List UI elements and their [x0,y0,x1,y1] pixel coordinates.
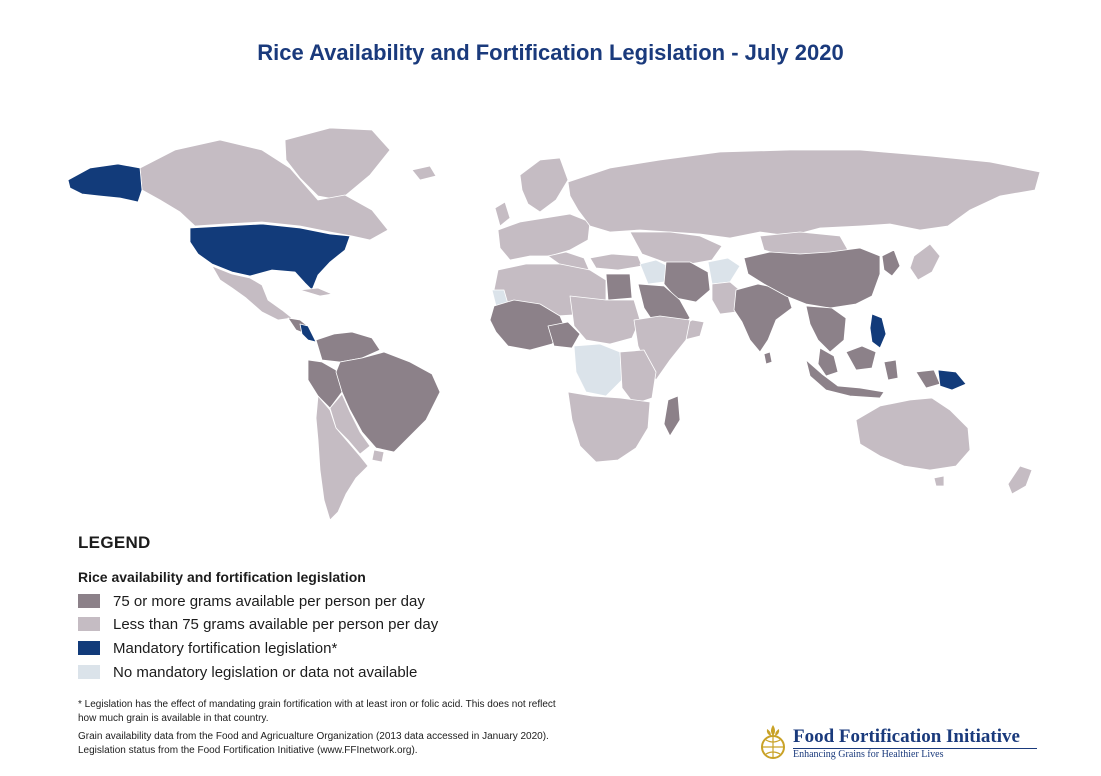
region-malaysia [817,347,839,377]
legend-heading: LEGEND [78,533,151,552]
map-title: Rice Availability and Fortification Legi… [257,40,844,65]
logo-divider [793,748,1037,749]
footnote-line-2: how much grain is available in that coun… [78,713,269,724]
region-east-africa [619,349,657,405]
ffi-logo: Food Fortification Initiative Enhancing … [757,723,1047,763]
legend-label-no-data: No mandatory legislation or data not ava… [113,663,418,681]
region-sulawesi [883,359,899,381]
region-philippines [869,313,887,349]
region-western-europe [497,213,591,261]
region-argentina-chile [315,395,369,521]
region-nigeria [547,321,581,349]
region-sumatra-java [805,359,885,399]
legend-swatch-mandatory [78,641,100,655]
region-bolivia-paraguay [329,393,371,455]
region-turkey [589,253,643,271]
region-iraq-syria [639,259,669,285]
legend-swatch-low [78,617,100,631]
region-iceland [411,165,437,181]
region-usa [189,223,351,291]
region-china [743,247,881,309]
region-cuba [299,287,333,297]
region-new-guinea-west [915,369,941,389]
region-uk [494,201,511,227]
region-southeast-asia [805,305,847,353]
legend-item-high: 75 or more grams available per person pe… [78,592,425,610]
world-map [67,127,1041,521]
legend-swatch-high [78,594,100,608]
legend-label-low: Less than 75 grams available per person … [113,615,439,633]
region-new-zealand [1007,465,1033,495]
region-kazakhstan [629,231,723,265]
region-russia [567,149,1041,239]
region-scandinavia [519,157,569,213]
region-borneo [845,345,877,371]
region-chad-sudan [569,295,641,345]
region-iran [663,261,711,303]
region-korea [881,249,901,277]
region-japan [909,243,941,281]
legend-label-mandatory: Mandatory fortification legislation* [113,639,338,657]
region-southern-africa [567,391,651,463]
region-australia [855,397,971,471]
legend-item-mandatory: Mandatory fortification legislation* [78,639,337,657]
region-canada [139,139,389,241]
legend-item-no-data: No mandatory legislation or data not ava… [78,663,417,681]
legend-subtitle: Rice availability and fortification legi… [78,569,366,585]
legend-item-low: Less than 75 grams available per person … [78,615,438,633]
region-brazil [335,351,441,453]
source-line-2: Legislation status from the Food Fortifi… [78,745,418,756]
region-uruguay [371,449,385,463]
region-egypt [605,273,633,301]
legend-swatch-no-data [78,665,100,679]
region-alaska [67,163,143,203]
region-mexico [211,265,293,321]
region-west-africa [489,299,567,351]
region-greenland [284,127,391,201]
legend-label-high: 75 or more grams available per person pe… [113,592,425,610]
region-afghanistan [707,257,741,285]
source-line-1: Grain availability data from the Food an… [78,731,549,742]
region-papua-new-guinea [937,369,967,391]
logo-name: Food Fortification Initiative [793,726,1020,747]
region-sri-lanka [763,351,773,365]
region-peru-ecuador [307,359,343,409]
region-colombia-venezuela [315,331,381,363]
wheat-globe-icon [761,725,785,759]
logo-tagline: Enhancing Grains for Healthier Lives [793,749,944,760]
footnote-line-1: * Legislation has the effect of mandatin… [78,699,556,710]
region-tasmania [933,475,945,487]
region-dr-congo [573,343,623,397]
region-madagascar [663,395,681,437]
region-nicaragua [299,323,317,343]
